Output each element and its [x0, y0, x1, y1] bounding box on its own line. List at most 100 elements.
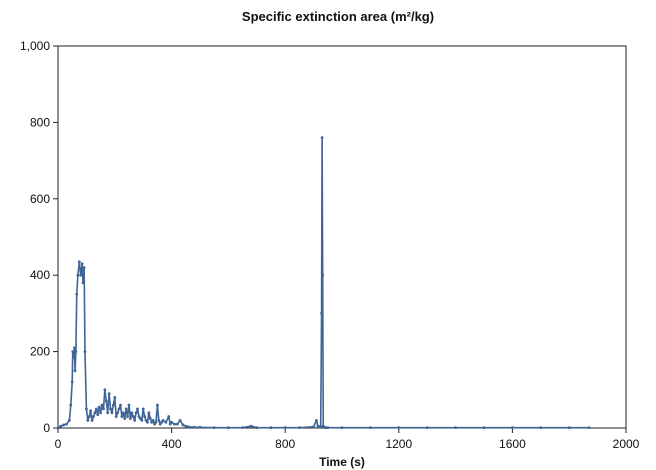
data-point: [97, 405, 101, 409]
data-point: [124, 407, 128, 411]
data-point: [131, 415, 135, 418]
data-point: [136, 407, 139, 411]
data-point: [249, 424, 253, 428]
data-point: [340, 426, 344, 430]
data-point: [151, 418, 155, 422]
data-point: [587, 426, 591, 430]
data-point: [110, 411, 114, 415]
data-point: [72, 355, 76, 359]
data-point: [127, 403, 131, 407]
data-point: [129, 417, 132, 420]
data-point: [93, 411, 97, 415]
series-line: [57, 136, 590, 429]
data-point: [321, 273, 325, 277]
data-point: [227, 426, 230, 430]
data-point: [134, 411, 138, 415]
data-point: [89, 409, 93, 413]
data-point: [85, 407, 88, 411]
data-point: [198, 425, 202, 429]
chart-title: Specific extinction area (m²/kg): [242, 9, 434, 24]
data-point: [170, 420, 174, 424]
data-point: [187, 425, 191, 429]
data-point: [539, 426, 543, 430]
data-point: [77, 260, 81, 264]
data-point: [269, 426, 273, 430]
y-axis: 0 200 400 600 800 1,000: [20, 39, 58, 435]
data-point: [173, 422, 176, 426]
data-point: [114, 415, 118, 418]
data-point: [167, 415, 171, 418]
data-point: [117, 407, 121, 411]
data-point: [511, 426, 514, 430]
data-point: [56, 426, 60, 430]
data-point: [148, 417, 152, 420]
data-point: [94, 407, 98, 411]
data-point: [70, 380, 74, 384]
data-point: [192, 425, 196, 429]
data-point: [156, 403, 159, 407]
data-point: [73, 369, 77, 373]
data-point: [81, 281, 85, 285]
data-point: [397, 426, 401, 430]
data-point: [137, 415, 141, 418]
data-point: [119, 403, 122, 407]
data-point: [80, 262, 84, 266]
data-point: [65, 422, 68, 426]
data-point: [147, 411, 151, 415]
data-point: [69, 403, 73, 407]
y-tick-label: 1,000: [20, 39, 50, 53]
data-point: [255, 426, 259, 430]
data-point: [160, 420, 164, 424]
data-point: [158, 422, 162, 426]
plot-frame: [57, 45, 627, 429]
x-axis-label: Time (s): [319, 455, 365, 469]
data-point: [298, 426, 301, 430]
data-point: [62, 423, 66, 427]
data-point: [76, 273, 80, 277]
data-point: [86, 418, 90, 422]
data-point: [107, 392, 111, 396]
data-point: [123, 417, 127, 420]
data-point: [138, 417, 142, 420]
y-tick-label: 600: [30, 192, 50, 206]
data-point: [59, 424, 63, 428]
data-point: [567, 426, 571, 430]
data-point: [320, 136, 324, 140]
data-point: [102, 407, 105, 411]
y-tick-label: 400: [30, 268, 50, 282]
data-point: [82, 266, 86, 269]
data-point: [74, 350, 78, 353]
data-point: [175, 422, 179, 426]
data-point: [79, 273, 83, 277]
y-tick-label: 0: [43, 421, 50, 435]
x-tick-label: 400: [162, 437, 182, 451]
data-point: [130, 411, 134, 415]
data-point: [454, 426, 457, 430]
data-point: [103, 388, 107, 392]
y-tick-label: 200: [30, 345, 50, 359]
data-point: [111, 403, 115, 407]
data-point: [315, 418, 318, 422]
data-point: [71, 350, 75, 353]
y-tick-label: 800: [30, 115, 50, 129]
data-point: [140, 418, 144, 422]
data-point: [99, 411, 102, 415]
data-point: [482, 426, 486, 430]
data-point: [96, 413, 100, 417]
data-point: [143, 415, 147, 418]
data-point: [241, 426, 245, 430]
data-point: [90, 418, 94, 422]
data-point: [154, 420, 158, 424]
data-point: [116, 411, 120, 415]
data-point: [319, 424, 323, 428]
data-point: [178, 418, 182, 422]
data-point: [161, 418, 165, 422]
data-point: [126, 415, 129, 418]
data-point: [106, 411, 110, 415]
data-point: [320, 312, 323, 315]
data-point: [168, 422, 172, 426]
data-point: [141, 407, 145, 411]
x-tick-label: 2000: [613, 437, 640, 451]
data-point: [181, 423, 185, 427]
